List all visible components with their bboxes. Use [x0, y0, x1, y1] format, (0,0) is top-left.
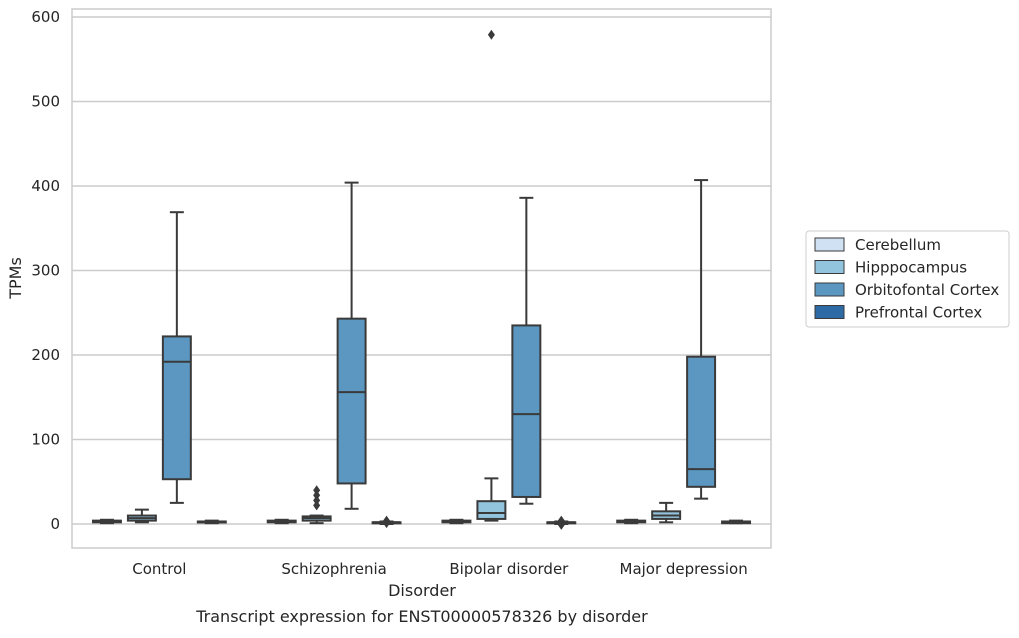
box-hipppocampus	[126, 508, 157, 524]
box-cerebellum	[441, 518, 472, 525]
box-prefrontal-cortex	[371, 515, 402, 529]
box-body	[686, 355, 717, 488]
x-axis-ticks: Control Schizophrenia Bipolar disorder Majo…	[132, 560, 747, 578]
legend: Cerebellum Hipppocampus Orbitofontal Corte…	[805, 230, 1010, 328]
box-body	[476, 500, 507, 520]
y-axis-label: TPMs	[6, 257, 25, 300]
outlier-point	[487, 29, 495, 40]
legend-swatch	[814, 260, 845, 274]
plot-area-frame	[71, 8, 772, 549]
box-body	[161, 335, 192, 481]
y-tick-label: 0	[50, 515, 60, 533]
x-tick-label: Bipolar disorder	[449, 560, 569, 578]
box-orbitofontal-cortex	[686, 179, 717, 500]
box-orbitofontal-cortex	[511, 196, 542, 505]
outlier-point	[313, 495, 321, 506]
outlier-point	[313, 500, 321, 511]
y-tick-label: 200	[31, 346, 60, 364]
y-tick-label: 600	[31, 8, 60, 26]
box-cerebellum	[266, 518, 297, 525]
box-hipppocampus	[301, 485, 332, 525]
outlier-point	[313, 490, 321, 501]
outlier-point	[557, 515, 565, 526]
x-tick-label: Control	[132, 560, 186, 578]
legend-items: Cerebellum Hipppocampus Orbitofontal Corte…	[814, 236, 999, 322]
box-prefrontal-cortex	[196, 519, 227, 525]
box-layer	[91, 29, 752, 530]
outlier-point	[313, 485, 321, 496]
legend-swatch	[814, 305, 845, 319]
y-tick-label: 300	[31, 262, 60, 280]
box-body	[336, 317, 367, 485]
box-hipppocampus	[476, 29, 507, 522]
y-tick-label: 100	[31, 431, 60, 449]
legend-label: Cerebellum	[855, 236, 941, 254]
box-body	[511, 324, 542, 498]
box-cerebellum	[91, 518, 122, 525]
box-cerebellum	[616, 518, 647, 525]
y-tick-label: 400	[31, 177, 60, 195]
outlier-point	[383, 518, 391, 529]
legend-frame	[805, 230, 1010, 328]
legend-label: Hipppocampus	[855, 259, 967, 277]
legend-swatch	[814, 237, 845, 252]
legend-label: Prefrontal Cortex	[855, 304, 982, 322]
chart-title: Transcript expression for ENST0000057832…	[195, 607, 648, 626]
box-orbitofontal-cortex	[161, 211, 192, 504]
box-prefrontal-cortex	[546, 515, 577, 530]
y-tick-label: 500	[31, 93, 60, 111]
box-prefrontal-cortex	[721, 519, 752, 525]
y-axis-ticks: 0 100 200 300 400 500 600	[31, 8, 60, 533]
x-axis-label: Disorder	[388, 581, 456, 600]
box-hipppocampus	[651, 501, 682, 524]
box-orbitofontal-cortex	[336, 181, 367, 510]
x-tick-label: Schizophrenia	[281, 560, 386, 578]
x-tick-label: Major depression	[620, 560, 748, 578]
legend-label: Orbitofontal Cortex	[855, 281, 999, 299]
legend-swatch	[814, 282, 845, 297]
